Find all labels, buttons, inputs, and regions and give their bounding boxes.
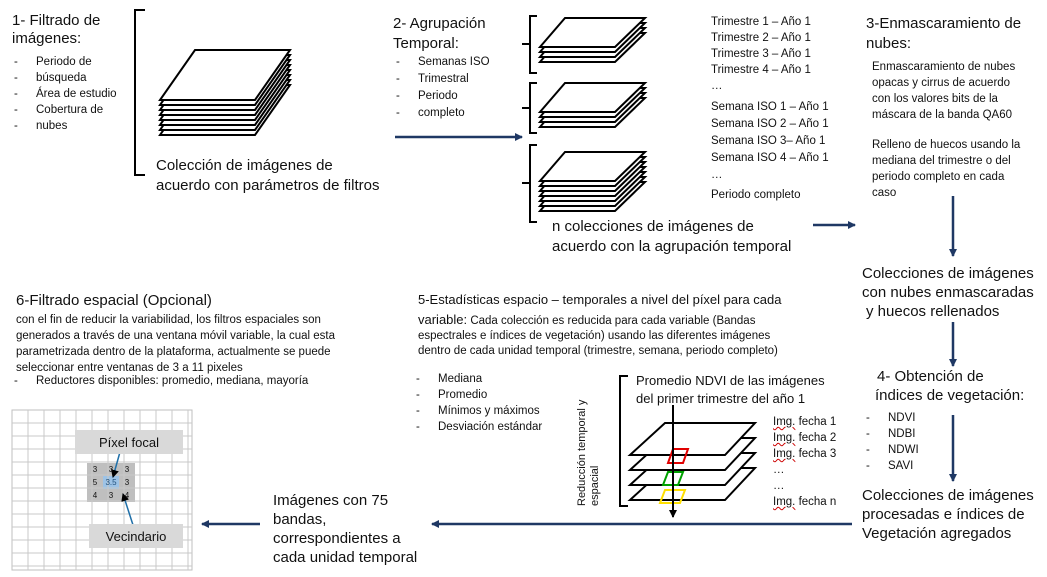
step1-item: Periodo de — [10, 54, 117, 70]
step4-index-list: NDVI NDBI NDWI SAVI — [862, 410, 919, 474]
step2-periodo-label: Periodo completo — [711, 189, 801, 201]
step1-item-cont: nubes — [10, 118, 117, 134]
step3-fill-description: Relleno de huecos usando la mediana del t… — [872, 139, 1021, 199]
neighbor-pixel-value: 3 — [108, 491, 114, 500]
step5-description: variable: Cada colección es reducida par… — [418, 312, 778, 357]
step5-bracket — [619, 375, 628, 507]
img-label: Img. fecha 3 — [773, 448, 837, 460]
step5-image-stack — [627, 422, 758, 501]
focal-pointer-arrow — [111, 451, 121, 478]
img-label: Img. fecha 1 — [773, 416, 837, 428]
neighbor-pixel-value: 3 — [124, 465, 130, 474]
neighbor-pixel-value: 3 — [124, 478, 130, 487]
step6-title: 6-Filtrado espacial (Opcional) — [16, 292, 212, 309]
step1-item: Área de estudio — [10, 86, 117, 102]
step2-title: 2- Agrupación Temporal: — [393, 15, 486, 52]
step4-item: NDVI — [862, 410, 919, 426]
step2-stack-periodo — [537, 151, 648, 212]
step1-filter-list: Periodo de búsqueda Área de estudio Cobe… — [10, 54, 117, 134]
step4-item: NDBI — [862, 426, 919, 442]
focal-pixel-label: Píxel focal — [75, 430, 183, 454]
step5-item: Mínimos y máximos — [412, 403, 542, 419]
focal-pixel-value: 3.5 — [105, 478, 117, 487]
step2-stack-semanas — [537, 82, 648, 128]
step2-caption: n colecciones de imágenes de acuerdo con … — [552, 218, 792, 255]
step5-result: Imágenes con 75 bandas, correspondientes a… — [273, 492, 418, 566]
step1-item: Cobertura de — [10, 102, 117, 118]
step2-item: Periodo — [392, 88, 490, 105]
step2-item: Semanas ISO — [392, 54, 490, 71]
neighbor-pixel-value: 5 — [92, 478, 98, 487]
step2-item: Trimestral — [392, 71, 490, 88]
neighbor-pixel-value: 3 — [92, 465, 98, 474]
step2-semana-list: Semana ISO 1 – Año 1 Semana ISO 2 – Año 1… — [711, 101, 829, 181]
step2-stack-trimestres — [537, 17, 648, 63]
step1-item-cont: búsqueda — [10, 70, 117, 86]
step2-bracket-semanas — [529, 82, 537, 134]
step5-vertical-label: Reducción temporal y espacial — [576, 399, 601, 506]
step5-item: Desviación estándar — [412, 419, 542, 435]
img-label: … — [773, 464, 785, 476]
neighbor-pointer-arrow — [121, 493, 134, 526]
step5-item: Mediana — [412, 371, 542, 387]
step6-reducers: Reductores disponibles: promedio, median… — [10, 375, 308, 389]
img-label: … — [773, 480, 785, 492]
step4-title: 4- Obtención de índices de vegetación: — [875, 368, 1025, 404]
step5-item: Promedio — [412, 387, 542, 403]
step5-stat-list: Mediana Promedio Mínimos y máximos Desvi… — [412, 371, 542, 435]
step1-title: 1- Filtrado de imágenes: — [12, 12, 101, 47]
step5-pixel-frames — [658, 448, 690, 504]
step1-caption: Colección de imágenes de acuerdo con pará… — [156, 157, 380, 194]
neighborhood-label: Vecindario — [89, 524, 183, 548]
step2-bracket-trimestres — [529, 15, 537, 74]
neighbor-pixel-value: 4 — [92, 491, 98, 500]
step4-item: SAVI — [862, 458, 919, 474]
step3-result: Colecciones de imágenes con nubes enmasca… — [862, 265, 1034, 320]
step4-item: NDWI — [862, 442, 919, 458]
img-label: Img. fecha n — [773, 496, 837, 508]
step2-item-cont: completo — [392, 105, 490, 122]
step6-description: con el fin de reducir la variabilidad, l… — [16, 314, 336, 374]
step2-group-list: Semanas ISO Trimestral Periodo completo — [392, 54, 490, 122]
neighbor-pixel-value: 4 — [124, 491, 130, 500]
step5-title: 5-Estadísticas espacio – temporales a ni… — [418, 292, 782, 307]
img-label: Img. fecha 2 — [773, 432, 837, 444]
neighbor-pixel-value: 3 — [108, 465, 114, 474]
step3-title: 3-Enmascaramiento de nubes: — [866, 15, 1022, 52]
step4-result: Colecciones de imágenes procesadas e índi… — [862, 487, 1034, 542]
step1-image-stack — [158, 49, 292, 136]
step1-bracket — [134, 9, 145, 176]
step3-mask-description: Enmascaramiento de nubes opacas y cirrus … — [872, 61, 1016, 121]
step5-example-caption: Promedio NDVI de las imágenes del primer … — [636, 373, 825, 406]
step2-trimestre-list: Trimestre 1 – Año 1 Trimestre 2 – Año 1 Tr… — [711, 16, 811, 92]
step5-image-list: Img. fecha 1 Img. fecha 2 Img. fecha 3 …… — [773, 414, 836, 510]
step2-bracket-periodo — [529, 144, 537, 223]
